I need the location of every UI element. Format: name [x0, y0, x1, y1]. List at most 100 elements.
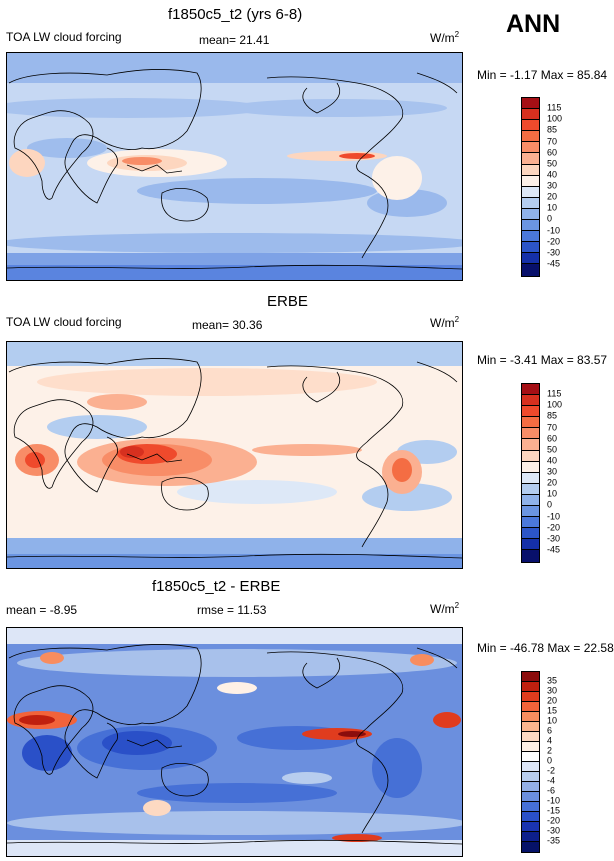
panel3-cbar-swatch	[522, 722, 539, 732]
panel2-cbar-swatch	[522, 439, 539, 451]
tick-label: 20	[547, 477, 558, 488]
tick-label: 2	[547, 745, 553, 756]
panel3-cbar-swatch	[522, 752, 539, 762]
tick-label: -30	[547, 247, 561, 258]
tick-label: 0	[547, 213, 553, 224]
tick-label: 70	[547, 422, 558, 432]
panel3-cbar-swatch	[522, 732, 539, 742]
tick-label: -6	[547, 785, 556, 796]
panel2-cbar-swatch	[522, 450, 539, 462]
panel3-cbar-swatch	[522, 782, 539, 792]
panel1-colorbar	[521, 97, 540, 277]
panel3-minmax: Min = -46.78 Max = 22.58	[477, 641, 614, 655]
tick-label: 6	[547, 725, 553, 736]
panel1-minmax: Min = -1.17 Max = 85.84	[477, 68, 608, 82]
panel2-cbar-swatch	[522, 483, 539, 495]
panel3-cbar-swatch	[522, 842, 539, 852]
panel3-cbar-swatch	[522, 762, 539, 772]
tick-label: 85	[547, 124, 558, 135]
tick-label: -35	[547, 835, 561, 846]
panel3-mean: mean = -8.95	[6, 603, 78, 617]
tick-label: 10	[547, 488, 558, 499]
panel3-cbar-swatch	[522, 812, 539, 822]
tick-label: -2	[547, 765, 556, 776]
panel3-cbar-swatch	[522, 682, 539, 692]
panel1-cbar-swatch	[522, 164, 539, 176]
tick-label: 15	[547, 705, 558, 716]
panel1-cbar-swatch	[522, 220, 539, 232]
panel1-cbar-swatch	[522, 253, 539, 265]
tick-label: 10	[547, 715, 558, 726]
panel2-cbar-swatch	[522, 461, 539, 473]
panel3-cbar-swatch	[522, 742, 539, 752]
tick-label: 50	[547, 158, 558, 169]
panel2-cbar-swatch	[522, 550, 539, 562]
panel3-map	[6, 627, 463, 857]
tick-label: -20	[547, 522, 561, 533]
panel2-map	[6, 341, 463, 569]
tick-label: 10	[547, 202, 558, 213]
panel2-field: TOA LW cloud forcing	[6, 315, 122, 329]
panel2-title: ERBE	[267, 293, 308, 310]
panel2-minmax: Min = -3.41 Max = 83.57	[477, 353, 608, 367]
tick-label: 100	[547, 399, 563, 410]
panel3-cbar-swatch	[522, 702, 539, 712]
panel3-title: f1850c5_t2 - ERBE	[152, 578, 281, 595]
season-label: ANN	[506, 10, 561, 38]
panel3-cbar-swatch	[522, 672, 539, 682]
panel1-cbar-swatch	[522, 175, 539, 187]
panel3-cbar-swatch	[522, 802, 539, 812]
tick-label: -15	[547, 805, 561, 816]
tick-label: 35	[547, 675, 558, 686]
panel1-cbar-swatch	[522, 231, 539, 243]
tick-label: 115	[547, 102, 562, 113]
panel2-cbar-swatch	[522, 428, 539, 440]
tick-label: -45	[547, 258, 561, 269]
tick-label: 115	[547, 388, 562, 399]
tick-label: 20	[547, 191, 558, 202]
panel1-cbar-swatch	[522, 242, 539, 254]
tick-label: 30	[547, 466, 558, 477]
panel2-cbar-swatch	[522, 417, 539, 429]
tick-label: -30	[547, 825, 561, 836]
panel1-cbar-swatch	[522, 142, 539, 154]
tick-label: -20	[547, 815, 561, 826]
panel1-cbar-swatch	[522, 264, 539, 276]
tick-label: -10	[547, 511, 561, 521]
tick-label: 50	[547, 444, 558, 455]
panel1-field: TOA LW cloud forcing	[6, 30, 122, 44]
panel2-cbar-swatch	[522, 494, 539, 507]
panel3-rmse: rmse = 11.53	[197, 603, 267, 617]
panel3-cbar-swatch	[522, 772, 539, 782]
panel1-cbar-swatch	[522, 186, 539, 198]
tick-label: 20	[547, 695, 558, 706]
tick-label: -20	[547, 236, 561, 247]
tick-label: -30	[547, 533, 561, 544]
panel2-cbar-swatch	[522, 406, 539, 418]
panel2-cbar-swatch	[522, 517, 539, 529]
panel1-cbar-swatch	[522, 153, 539, 165]
tick-label: -4	[547, 775, 556, 786]
panel1-mean: mean= 21.41	[199, 33, 270, 47]
panel1-cbar-swatch	[522, 208, 539, 221]
panel1-title: f1850c5_t2 (yrs 6-8)	[168, 6, 303, 23]
panel2-units: W/m2	[430, 315, 460, 330]
panel1-units: W/m2	[430, 30, 460, 45]
tick-label: -10	[547, 225, 561, 235]
panel3-units: W/m2	[430, 601, 460, 616]
tick-label: 30	[547, 685, 558, 696]
tick-label: 40	[547, 169, 558, 180]
panel2-cbar-swatch	[522, 384, 539, 396]
panel3-colorbar-ticks: 35 30 20 15 10 6 4 2 0 -2 -4 -6 -10 -15 …	[547, 671, 587, 851]
panel2-cbar-swatch	[522, 528, 539, 540]
panel2-cbar-swatch	[522, 506, 539, 518]
tick-label: 100	[547, 113, 563, 124]
panel1-colorbar-ticks: 115 100 85 70 60 50 40 30 20 10 0 -10 -2…	[547, 97, 587, 275]
tick-label: 40	[547, 455, 558, 466]
tick-label: 85	[547, 410, 558, 421]
tick-label: -10	[547, 795, 561, 806]
panel1-cbar-swatch	[522, 197, 539, 209]
panel3-cbar-swatch	[522, 832, 539, 842]
panel2-cbar-swatch	[522, 472, 539, 484]
tick-label: 70	[547, 136, 558, 146]
